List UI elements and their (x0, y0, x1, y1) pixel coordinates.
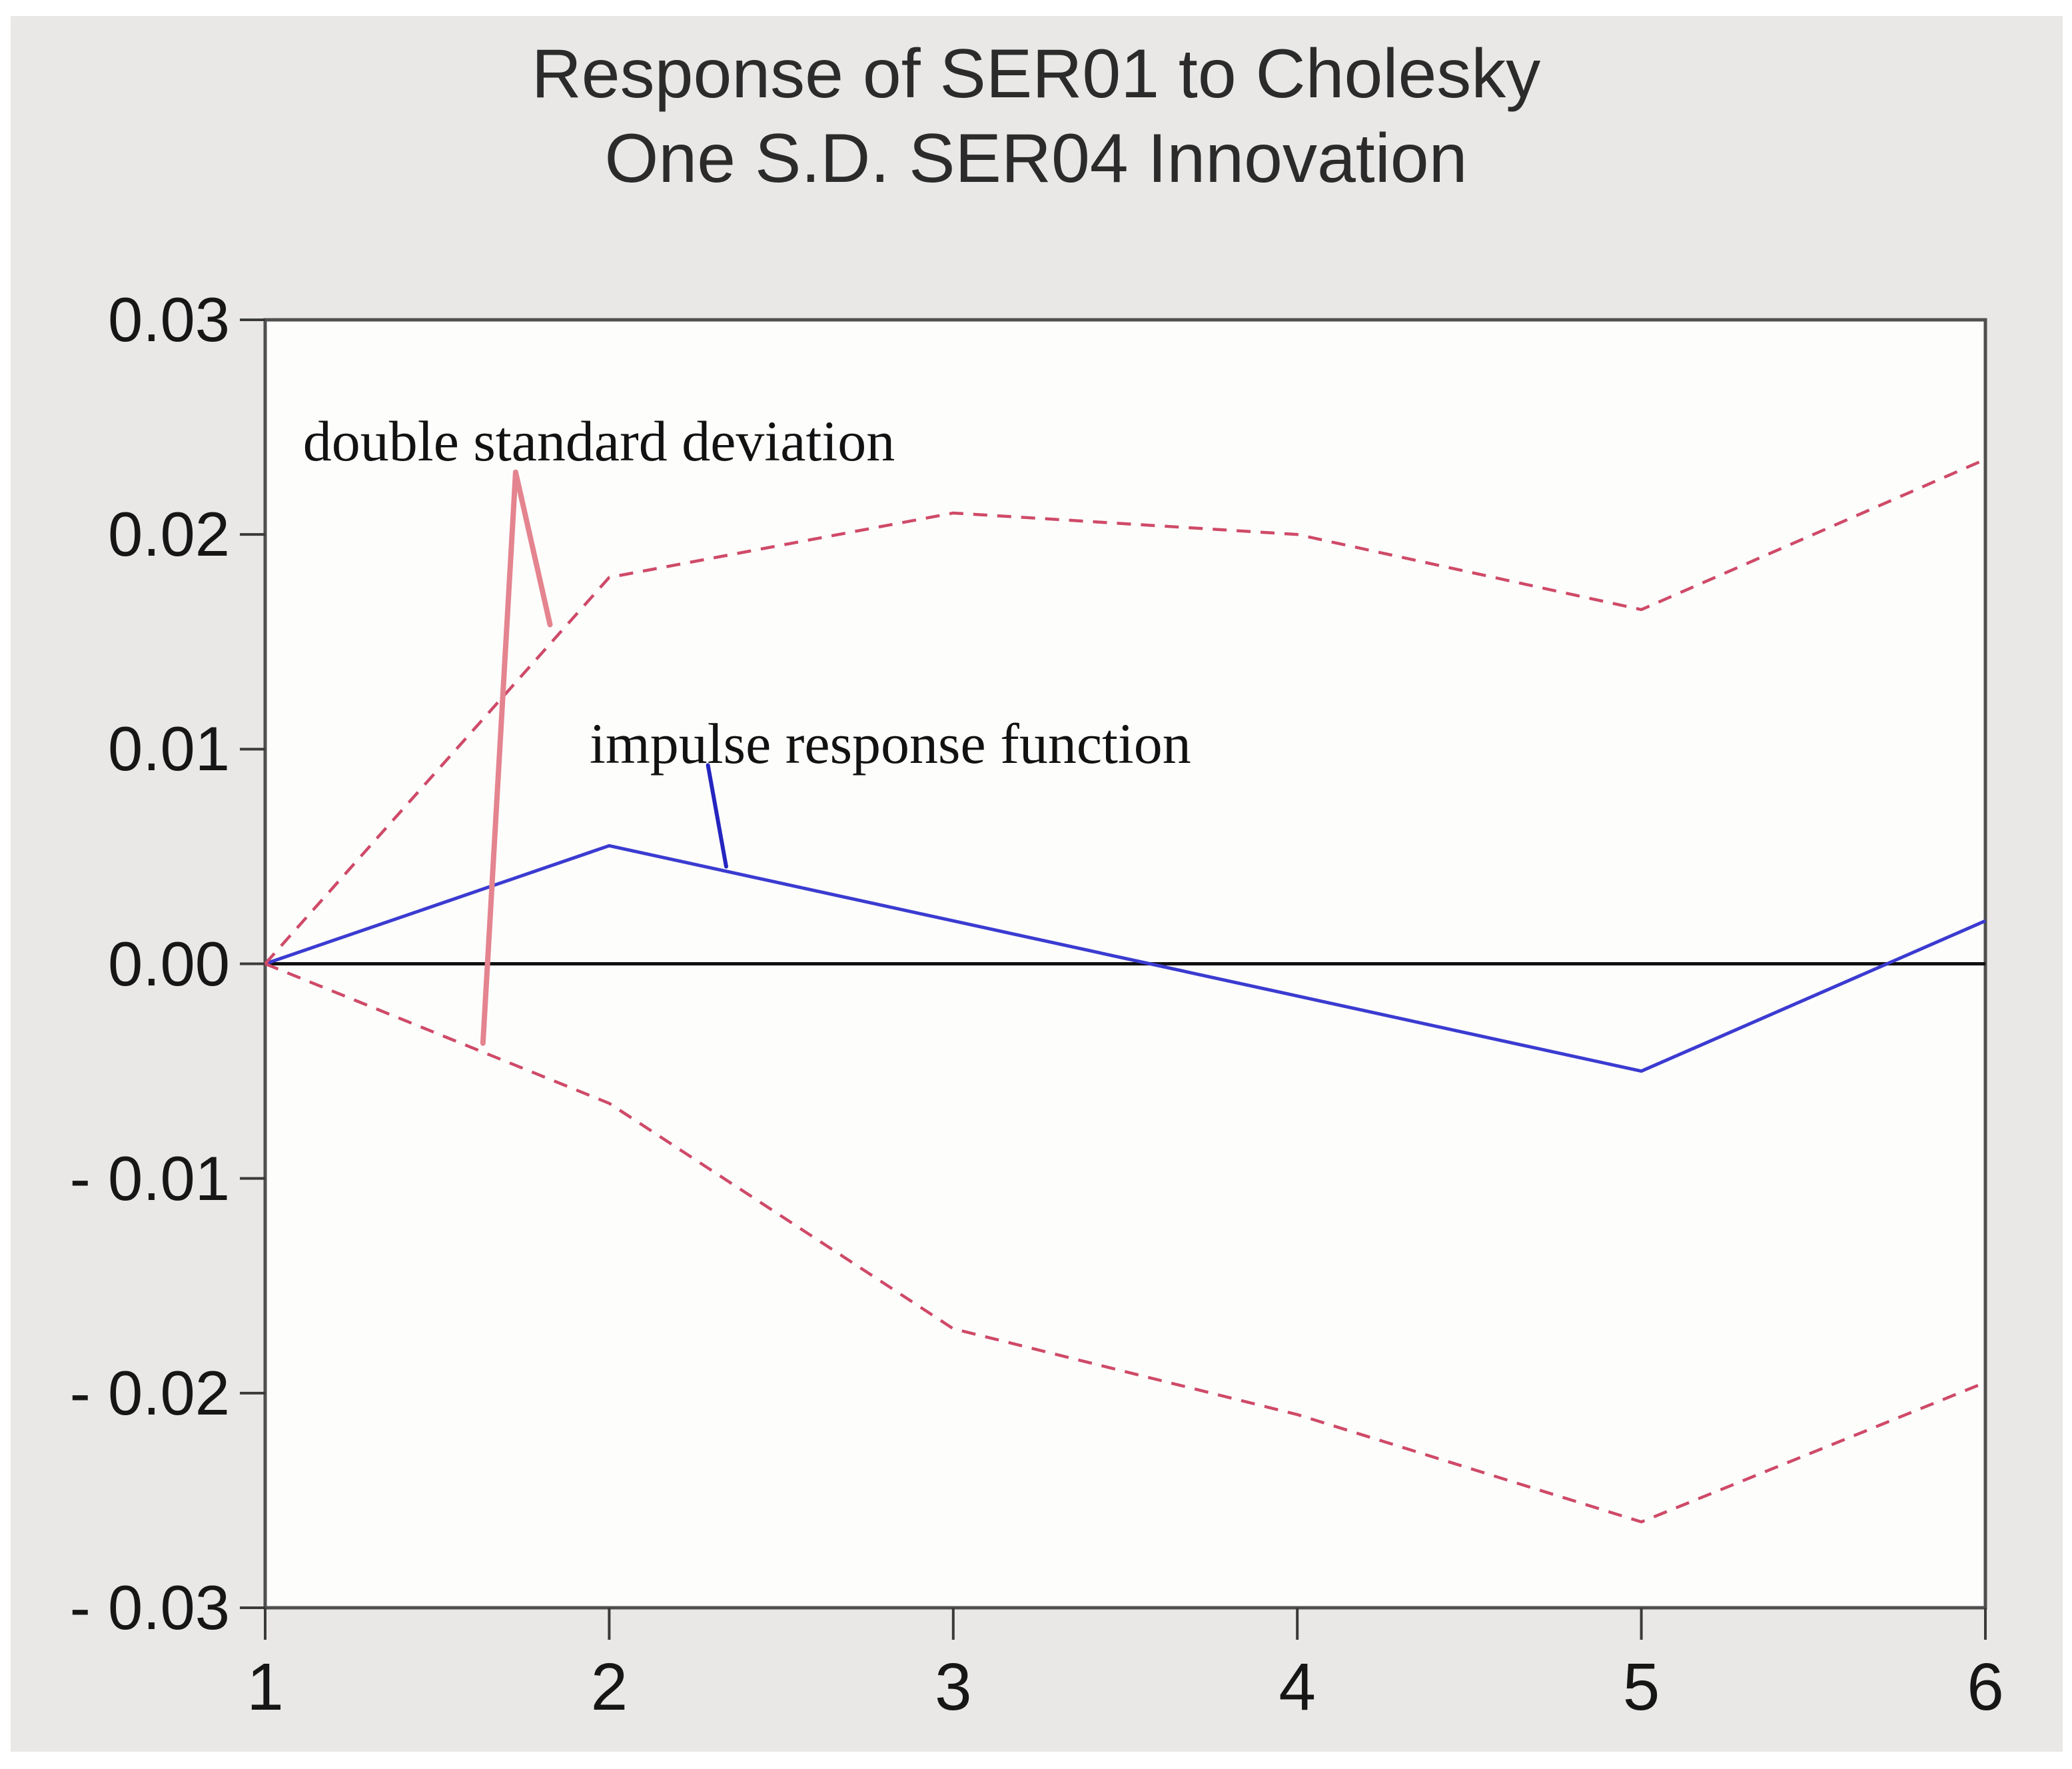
y-axis-label: - 0.01 (69, 1143, 230, 1213)
chart-title-line2: One S.D. SER04 Innovation (604, 119, 1468, 197)
impulse-response-line (264, 844, 1987, 1073)
impulse-response-function-label: impulse response function (589, 712, 1191, 776)
x-axis-label: 6 (1967, 1650, 2004, 1724)
y-axis-label: - 0.02 (69, 1357, 230, 1428)
x-axis-label: 3 (934, 1650, 972, 1724)
chart-title: Response of SER01 to Cholesky One S.D. S… (0, 32, 2072, 201)
y-axis-label: 0.00 (108, 928, 230, 999)
lower-band-line (264, 962, 1986, 1524)
y-axis-label: 0.01 (108, 714, 230, 784)
chart-title-line1: Response of SER01 to Cholesky (531, 35, 1541, 113)
upper-band-line (264, 458, 1986, 965)
y-axis-label: - 0.03 (69, 1572, 230, 1642)
x-axis-label: 2 (590, 1650, 628, 1724)
y-axis-label: 0.02 (108, 499, 230, 570)
y-axis-label: 0.03 (108, 285, 230, 354)
double-standard-deviation-pointer (512, 469, 553, 628)
double-standard-deviation-pointer (480, 469, 518, 1046)
double-standard-deviation-label: double standard deviation (302, 409, 895, 474)
x-axis-label: 1 (247, 1650, 284, 1724)
x-axis-label: 4 (1279, 1650, 1316, 1724)
impulse-response-function-pointer (706, 763, 728, 869)
x-axis-label: 5 (1622, 1650, 1660, 1724)
